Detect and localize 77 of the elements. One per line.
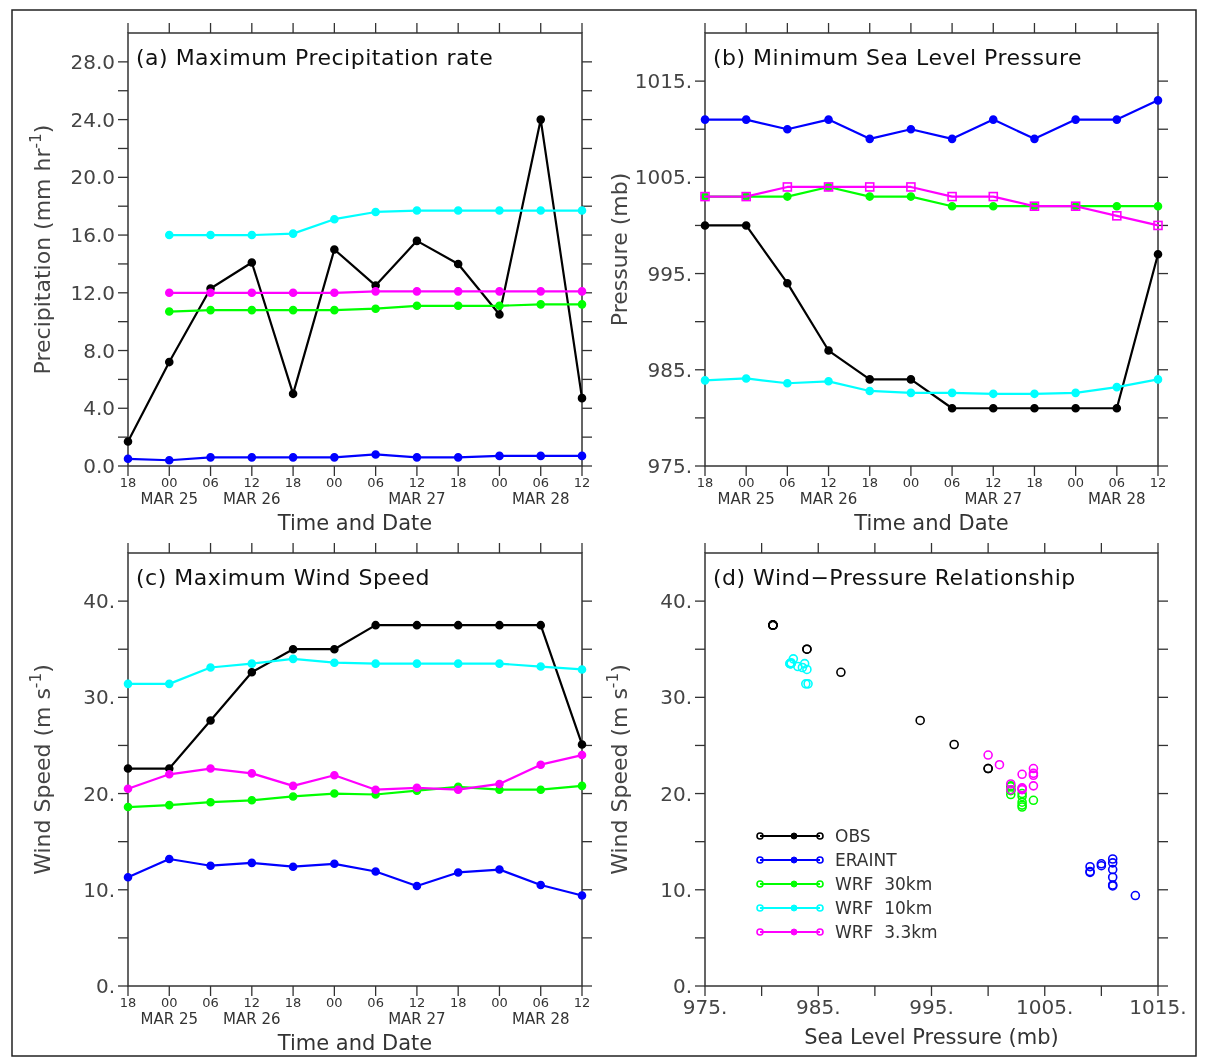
y-tick-label: 20. (83, 781, 115, 806)
y-tick-label: 1005. (634, 165, 692, 190)
y-tick-label: 995. (647, 261, 692, 286)
x-tick-label: 985. (795, 995, 841, 1019)
x-tick-label: 18 (696, 475, 714, 490)
y-tick-label: 0.0 (83, 454, 115, 478)
x-tick-label: 12 MAR 27 (388, 475, 446, 508)
x-tick-label: 06 (202, 995, 219, 1010)
x-tick-label: 00 (326, 475, 343, 490)
x-tick-label: 00 (902, 475, 920, 490)
y-axis-title: Pressure (mb) (607, 172, 632, 327)
x-tick-label: 12 MAR 27 (388, 995, 446, 1028)
y-tick-label: 30. (660, 685, 692, 710)
y-tick-label: 28.0 (70, 49, 115, 74)
legend-label: WRF 10km (835, 897, 933, 918)
x-tick-label: 06 (779, 475, 796, 490)
y-tick-label: 24.0 (70, 107, 115, 132)
legend-label: WRF 3.3km (835, 921, 938, 942)
x-tick-label: 06 (202, 475, 219, 490)
x-tick-label: 12 (573, 995, 591, 1010)
x-tick-label: 18 (449, 475, 467, 490)
x-tick-label: 12 MAR 27 (964, 475, 1023, 508)
y-tick-label: 10. (83, 877, 115, 902)
x-tick-label: 18 (284, 995, 302, 1010)
x-tick-label: 00 (326, 995, 343, 1010)
x-tick-label: 00 MAR 25 (140, 995, 199, 1028)
y-tick-label: 985. (647, 357, 692, 382)
y-tick-label: 40. (660, 589, 692, 614)
x-tick-label: 18 (284, 475, 302, 490)
x-axis-title: Sea Level Pressure (mb) (804, 1025, 1059, 1049)
x-tick-label: 18 (449, 995, 467, 1010)
text: (a) Maximum Precipitation rate (136, 45, 494, 70)
x-tick-label: 12 (1149, 475, 1167, 490)
legend-label: WRF 30km (835, 873, 933, 894)
x-axis-title: Time and Date (276, 511, 433, 535)
x-tick-label: 06 MAR 28 (511, 475, 570, 508)
y-tick-label: 20. (660, 781, 692, 806)
x-tick-label: 12 MAR 26 (799, 475, 858, 508)
y-tick-label: 16.0 (70, 223, 115, 248)
x-tick-label: 06 (367, 995, 384, 1010)
x-axis-title: Time and Date (276, 1031, 433, 1055)
x-tick-label: 975. (682, 995, 728, 1019)
text: (c) Maximum Wind Speed (136, 565, 430, 590)
x-axis-title: Time and Date (853, 511, 1009, 535)
y-tick-label: 40. (83, 589, 115, 614)
x-tick-label: 12 MAR 26 (223, 995, 281, 1028)
y-tick-label: 1015. (634, 69, 692, 94)
y-tick-label: 10. (660, 877, 692, 902)
legend-label: OBS (835, 825, 871, 846)
x-tick-label: 18 (119, 995, 137, 1010)
x-tick-label: 06 (943, 475, 961, 490)
x-tick-label: 1015. (1129, 995, 1187, 1019)
y-tick-label: 20.0 (70, 165, 115, 190)
x-tick-label: 12 (573, 475, 591, 490)
text: (b) Minimum Sea Level Pressure (713, 45, 1083, 70)
x-tick-label: 06 MAR 28 (511, 995, 570, 1028)
x-tick-label: 00 (491, 995, 508, 1010)
x-tick-label: 995. (909, 995, 954, 1019)
x-tick-label: 00 (491, 475, 508, 490)
y-tick-label: 0. (95, 974, 115, 998)
x-tick-label: 06 (367, 475, 384, 490)
y-tick-label: 0. (672, 974, 692, 998)
x-tick-label: 18 (119, 475, 137, 490)
y-tick-label: 12.0 (70, 280, 115, 305)
y-tick-label: 30. (83, 685, 115, 710)
x-tick-label: 00 (1067, 475, 1084, 490)
y-tick-label: 4.0 (83, 396, 115, 421)
x-tick-label: 06 MAR 28 (1088, 475, 1146, 508)
x-tick-label: 1005. (1016, 995, 1074, 1019)
text: (d) Wind−Pressure Relationship (713, 565, 1076, 590)
legend-label: ERAINT (835, 849, 898, 870)
x-tick-label: 18 (861, 475, 878, 490)
y-tick-label: 8.0 (83, 338, 115, 363)
x-tick-label: 00 MAR 25 (717, 475, 775, 508)
x-tick-label: 00 MAR 25 (140, 475, 199, 508)
x-tick-label: 18 (1026, 475, 1043, 490)
x-tick-label: 12 MAR 26 (223, 475, 281, 508)
